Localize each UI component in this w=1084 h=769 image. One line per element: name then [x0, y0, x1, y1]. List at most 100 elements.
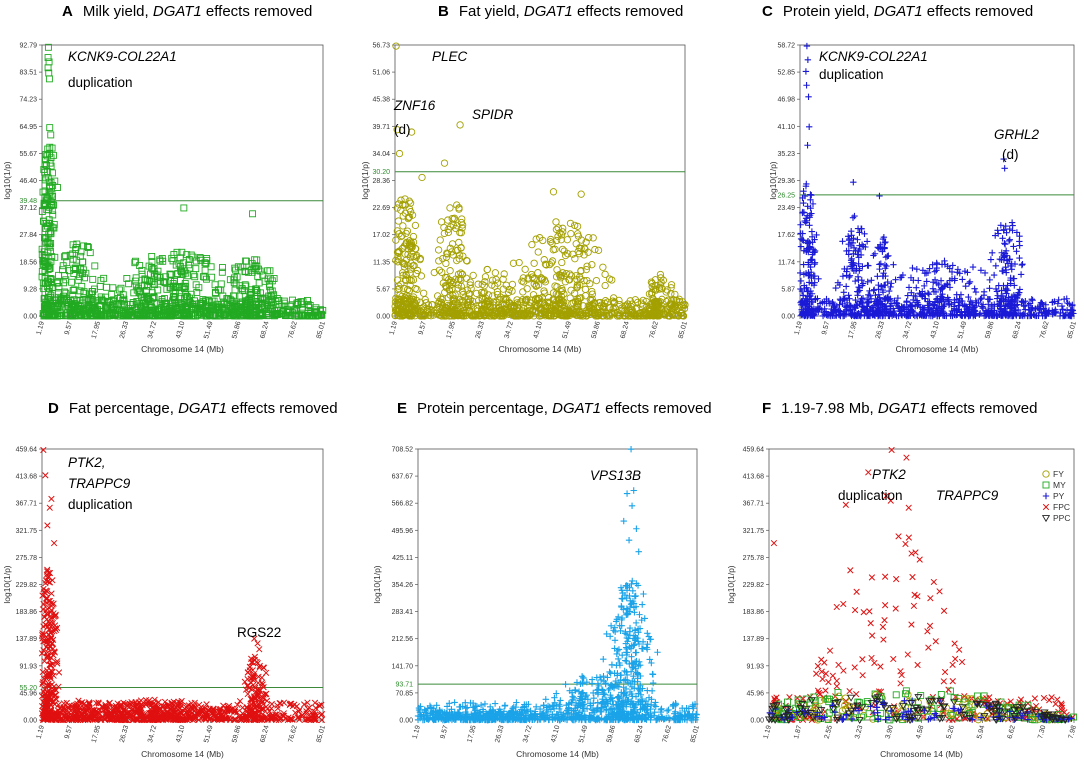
data-point [193, 266, 199, 272]
data-point [839, 238, 845, 244]
data-point [492, 270, 498, 276]
y-tick-label: 18.56 [19, 259, 37, 266]
data-point [218, 281, 224, 287]
y-tick-label: 5.67 [376, 286, 390, 293]
y-tick-label: 17.02 [372, 232, 390, 239]
plot-frame [800, 45, 1074, 316]
y-tick-label: 91.93 [19, 663, 37, 670]
data-point [808, 192, 814, 198]
y-tick-label: 74.23 [19, 97, 37, 104]
annotation-label: (d) [394, 122, 411, 137]
data-point [42, 614, 48, 620]
data-point [914, 266, 920, 272]
data-point [872, 251, 878, 257]
data-point [470, 272, 476, 278]
annotation-label: SPIDR [472, 107, 514, 122]
x-tick-label: 34.72 [504, 321, 515, 340]
data-point [420, 290, 426, 296]
x-tick-label: 51.49 [203, 321, 214, 340]
data-point [455, 271, 461, 277]
chart-b: 0.005.6711.3517.0222.6928.3634.0439.7145… [362, 0, 724, 382]
data-point [438, 219, 444, 225]
x-tick-label: 17.95 [446, 321, 457, 340]
y-tick-label: 5.87 [781, 286, 795, 293]
data-point [419, 174, 425, 180]
data-point [56, 272, 62, 278]
x-tick-label: 1.19 [389, 321, 399, 336]
data-point [867, 293, 873, 299]
data-point [806, 124, 812, 130]
data-point [437, 237, 443, 243]
y-tick-label: 56.73 [372, 43, 390, 50]
data-point [850, 214, 856, 220]
y-tick-label: 321.75 [16, 528, 38, 535]
x-tick-label: 1.19 [794, 321, 804, 336]
data-point [874, 273, 880, 279]
data-point [609, 277, 615, 283]
data-point [805, 94, 811, 100]
data-point [847, 273, 853, 279]
annotation-label: duplication [68, 75, 133, 90]
data-point [188, 252, 194, 258]
data-point [269, 706, 275, 712]
data-point [841, 289, 847, 295]
data-point [861, 231, 867, 237]
data-point [950, 262, 956, 268]
panel-c-letter: C [762, 3, 773, 20]
data-point [568, 230, 574, 236]
y-tick-label: 0.00 [23, 718, 37, 725]
y-tick-label: 51.06 [372, 70, 390, 77]
data-point [971, 286, 977, 292]
data-point [263, 670, 269, 676]
annotation-label: PLEC [432, 49, 468, 64]
annotation-label: KCNK9-COL22A1 [68, 49, 177, 64]
y-tick-label: 46.40 [19, 178, 37, 185]
x-tick-label: 51.49 [957, 321, 968, 340]
data-point [976, 311, 982, 317]
data-point [803, 82, 809, 88]
data-point [864, 238, 870, 244]
data-point [559, 246, 565, 252]
data-point [190, 254, 196, 260]
y-tick-label: 29.36 [777, 178, 795, 185]
x-tick-label: 43.10 [175, 321, 186, 340]
data-point [804, 43, 810, 49]
data-point [582, 286, 588, 292]
threshold-label: 55.20 [19, 685, 37, 692]
data-point [404, 228, 410, 234]
data-point [798, 243, 804, 249]
x-tick-label: 26.33 [475, 321, 486, 340]
chart-d: 0.0045.9691.93137.89183.86229.82275.7832… [0, 382, 362, 764]
x-tick-label: 59.86 [231, 321, 242, 340]
x-tick-label: 9.57 [821, 321, 831, 336]
data-point [989, 250, 995, 256]
y-tick-label: 22.69 [372, 205, 390, 212]
data-point [43, 622, 49, 628]
x-tick-label: 26.33 [119, 725, 130, 744]
data-point [447, 267, 453, 273]
data-point [868, 277, 874, 283]
y-tick-label: 367.71 [16, 501, 38, 508]
y-tick-label: 28.36 [372, 178, 390, 185]
data-point [909, 265, 915, 271]
data-point [851, 213, 857, 219]
data-point [602, 282, 608, 288]
x-tick-label: 85.01 [1067, 321, 1078, 340]
data-point [531, 260, 537, 266]
data-point [962, 283, 968, 289]
data-point [1009, 266, 1015, 272]
x-tick-label: 9.57 [64, 321, 74, 336]
data-point [1019, 261, 1025, 267]
data-point [930, 285, 936, 291]
y-tick-label: 275.78 [16, 555, 38, 562]
data-point [865, 292, 871, 298]
data-point [905, 292, 911, 298]
data-point [254, 257, 260, 263]
data-point [855, 225, 861, 231]
data-point [255, 680, 261, 686]
y-tick-label: 52.85 [777, 70, 795, 77]
data-point [966, 280, 972, 286]
data-point [564, 237, 570, 243]
